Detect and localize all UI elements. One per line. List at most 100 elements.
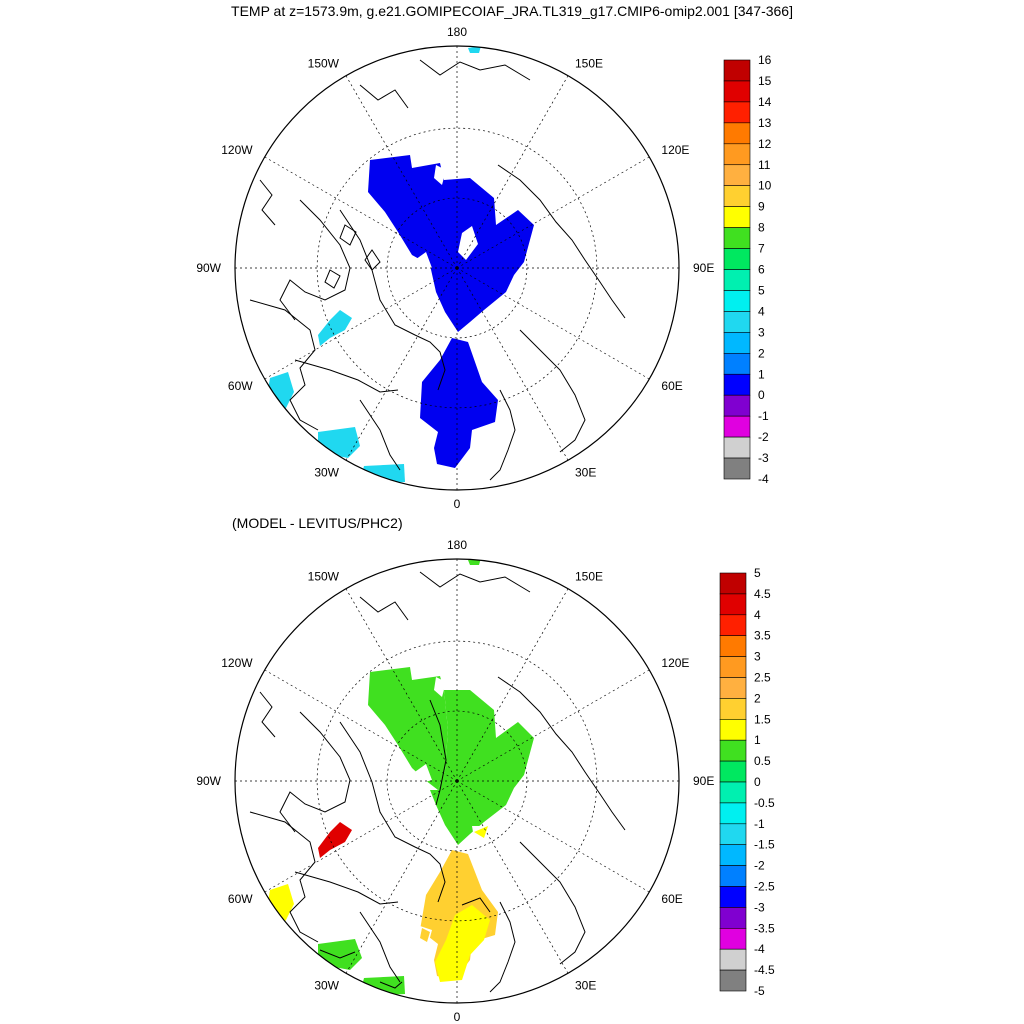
colorbar-tick-label: 7 [758, 242, 765, 256]
colorbar-swatch [719, 823, 747, 845]
north-atlantic-patch [362, 464, 405, 483]
map-bottom [235, 559, 679, 1003]
colorbar-swatch [723, 248, 751, 270]
longitude-label: 150W [308, 57, 340, 71]
colorbar-tick-label: 4 [758, 304, 765, 318]
longitude-label: 60E [661, 892, 682, 906]
baffin-anomaly [318, 822, 352, 858]
longitude-label: 90E [693, 261, 714, 275]
colorbar-swatch [719, 718, 747, 741]
colorbar-swatch [723, 373, 751, 396]
map-boundary-bottom [234, 558, 680, 1004]
field-layer-top [268, 46, 534, 483]
longitude-label: 120W [221, 656, 253, 670]
panel-bottom: 180 150E 120E 90E 60E 30E 0 30W 60W 90W 120W 150W 5… [196, 538, 775, 1024]
colorbar-tick-label: 15 [758, 74, 772, 88]
colorbar-swatch [723, 143, 751, 166]
colorbar-tick-label: 16 [758, 53, 772, 67]
longitude-label: 60E [661, 379, 682, 393]
longitude-label: 30E [575, 465, 596, 479]
coastlines-bottom [249, 571, 626, 993]
longitude-label: 120E [661, 143, 689, 157]
nordic-seas-inner-anomaly [435, 905, 490, 982]
main-arctic-basin [368, 155, 534, 332]
longitude-label: 180 [447, 538, 467, 552]
colorbar-tick-label: 0 [754, 775, 761, 789]
colorbar-tick-label: 1 [754, 733, 761, 747]
longitude-labels-bottom: 180 150E 120E 90E 60E 30E 0 30W 60W 90W 120W 150W [196, 538, 714, 1024]
longitude-labels-top: 180 150E 120E 90E 60E 30E 0 30W 60W 90W 120W 150W [196, 25, 714, 511]
longitude-label: 60W [228, 379, 253, 393]
bering-patch [468, 46, 481, 53]
panel-subtitle: (MODEL - LEVITUS/PHC2) [232, 515, 403, 531]
irminger-anomaly [318, 939, 362, 970]
longitude-label: 90E [693, 774, 714, 788]
colorbar-swatch [719, 760, 747, 783]
colorbar-swatch [723, 394, 751, 417]
colorbar-swatch [719, 739, 747, 762]
colorbar-tick-label: -1.5 [754, 838, 775, 852]
colorbar-swatch [723, 290, 751, 312]
colorbar-tick-label: 3 [758, 325, 765, 339]
colorbar-swatch [719, 927, 747, 950]
colorbar-tick-label: 4 [754, 608, 761, 622]
colorbar-tick-label: 6 [758, 263, 765, 277]
colorbar-tick-label: -5 [754, 984, 765, 998]
longitude-label: 30E [575, 978, 596, 992]
colorbar-swatch [723, 101, 751, 124]
colorbar-tick-label: -4 [754, 942, 765, 956]
colorbar-tick-label: 12 [758, 137, 772, 151]
longitude-label: 30W [314, 978, 339, 992]
colorbar-tick-label: 2 [758, 346, 765, 360]
colorbar-swatch [723, 332, 751, 354]
colorbar-swatch [719, 677, 747, 699]
colorbar-swatch [719, 635, 747, 657]
colorbar-swatch [723, 80, 751, 103]
colorbar-tick-label: -1 [754, 817, 765, 831]
colorbar-tick-label: 1.5 [754, 712, 771, 726]
colorbar-tick-label: -2 [754, 859, 765, 873]
colorbar-tick-label: -3.5 [754, 921, 775, 935]
figure-title: TEMP at z=1573.9m, g.e21.GOMIPECOIAF_JRA… [231, 3, 793, 19]
field-layer-bottom [268, 559, 534, 995]
colorbar-tick-label: -3 [758, 451, 769, 465]
coastlines-top [249, 59, 626, 481]
colorbar-swatch [719, 656, 747, 678]
colorbar-tick-label: 3.5 [754, 629, 771, 643]
colorbar-tick-label: 8 [758, 221, 765, 235]
canada-basin-anomaly [368, 667, 448, 790]
colorbar-swatch [719, 969, 747, 992]
colorbar-swatch [719, 907, 747, 929]
colorbar-swatch [719, 698, 747, 720]
colorbar-swatch [723, 311, 751, 333]
colorbar-tick-label: -4 [758, 472, 769, 486]
colorbar-tick-label: 3 [754, 650, 761, 664]
map-boundary-top [234, 45, 680, 491]
colorbar-swatch [723, 185, 751, 207]
longitude-label: 180 [447, 25, 467, 39]
colorbar-tick-label: -0.5 [754, 796, 775, 810]
colorbar-swatch [723, 59, 751, 82]
colorbar-swatch [719, 948, 747, 971]
colorbar-tick-label: 11 [758, 158, 771, 172]
colorbar-tick-label: 0.5 [754, 754, 771, 768]
longitude-label: 150E [575, 57, 603, 71]
colorbar-tick-label: -4.5 [754, 963, 775, 977]
nordic-seas-patch [420, 338, 498, 468]
colorbar-tick-label: -2 [758, 430, 769, 444]
longitude-label: 120E [661, 656, 689, 670]
colorbar-tick-label: 4.5 [754, 587, 771, 601]
colorbar-swatch [723, 415, 751, 438]
colorbar-swatch [719, 572, 747, 595]
colorbar-swatch [719, 886, 747, 908]
colorbar-swatch [719, 844, 747, 866]
colorbar-swatch [719, 781, 747, 804]
colorbar-tick-label: 14 [758, 95, 772, 109]
colorbar-swatch [719, 865, 747, 887]
colorbar-bottom: 5 4.5 4 3.5 3 2.5 2 1.5 1 0.5 0 -0.5 -1 -1.5 -2 -2.5 -3 -… [719, 566, 775, 998]
longitude-label: 0 [454, 497, 461, 511]
colorbar-swatch [723, 206, 751, 228]
colorbar-swatch [719, 802, 747, 825]
